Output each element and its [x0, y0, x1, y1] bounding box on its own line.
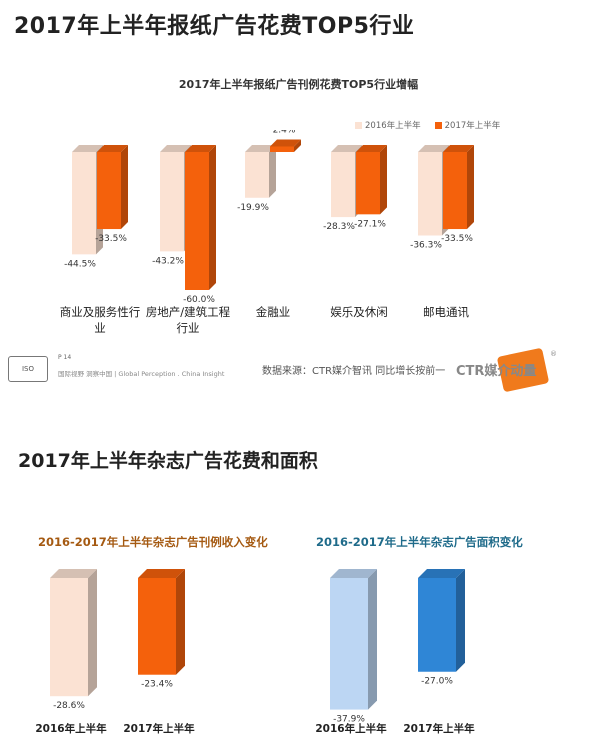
category-label-2-0: 金融业: [256, 305, 291, 319]
bar-2017-4-side: [467, 145, 474, 230]
mag-area-bar-1: [418, 578, 456, 672]
brand-slogan: 国际视野 洞察中国 | Global Perception . China In…: [58, 370, 225, 378]
data-label-2017-4: -33.5%: [441, 234, 473, 244]
footer-bar: ISO P 14 国际视野 洞察中国 | Global Perception .…: [0, 347, 597, 393]
chart-title-mag-revenue: 2016-2017年上半年杂志广告刊例收入变化: [38, 535, 268, 549]
data-label-2017-3: -27.1%: [354, 219, 386, 229]
chart-legend: 2016年上半年 2017年上半年: [355, 119, 500, 131]
data-label-2016-1: -43.2%: [152, 256, 184, 266]
mag-revenue-category-label-0: 2016年上半年: [35, 722, 107, 735]
data-label-2017-0: -33.5%: [95, 234, 127, 244]
mag-area-bar-1-side: [456, 569, 465, 672]
category-label-0-0: 商业及服务性行: [60, 305, 141, 319]
bar-2016-0: [72, 152, 96, 255]
mag-area-bar-1-top: [418, 569, 465, 578]
mag-revenue-bar-1-top: [138, 569, 185, 578]
mag-area-bar-0-top: [330, 569, 377, 578]
data-label-2016-4: -36.3%: [410, 240, 442, 250]
legend-swatch-2017: [434, 121, 442, 129]
bar-2017-1-side: [209, 145, 216, 290]
page-number: P 14: [58, 354, 72, 361]
bar-2017-1-top: [185, 145, 216, 152]
chart-title-newspaper: 2017年上半年报纸广告刊例花费TOP5行业增幅: [178, 78, 419, 91]
bar-2016-0-top: [72, 145, 103, 152]
mag-area-bar-0: [330, 578, 368, 710]
mag-revenue-bar-1: [138, 578, 176, 675]
mag-area-category-label-0: 2016年上半年: [315, 722, 387, 735]
legend-swatch-2016: [355, 121, 362, 129]
category-label-4-0: 邮电通讯: [423, 305, 469, 319]
bar-2016-3-top: [331, 145, 362, 152]
bar-2017-3-side: [380, 145, 387, 215]
bar-2017-0-side: [121, 145, 128, 230]
bar-2017-3: [356, 152, 380, 215]
bar-2017-3-top: [356, 145, 387, 152]
mag-area-data-label-1: -27.0%: [421, 677, 453, 687]
bar-2017-0-top: [97, 145, 128, 152]
category-label-0-1: 业: [94, 321, 106, 335]
mag-revenue-data-label-1: -23.4%: [141, 680, 173, 690]
page-heading-magazine: 2017年上半年杂志广告花费和面积: [18, 450, 318, 472]
data-label-2016-3: -28.3%: [323, 222, 355, 232]
bar-2016-2: [245, 152, 269, 198]
data-label-2016-2: -19.9%: [237, 203, 269, 213]
mag-revenue-data-label-0: -28.6%: [53, 701, 85, 711]
bar-2016-1: [160, 152, 184, 252]
watermark-text: CTR媒介动量: [456, 364, 537, 379]
mag-revenue-bar-0-side: [88, 569, 97, 697]
category-label-3-0: 娱乐及休闲: [330, 305, 388, 319]
bar-2016-1-top: [160, 145, 191, 152]
mag-revenue-bar-0-top: [50, 569, 97, 578]
mag-area-data-label-0: -37.9%: [333, 715, 365, 725]
mag-area-bar-0-side: [368, 569, 377, 710]
bar-2017-0: [97, 152, 121, 230]
bar-2017-2-side: [294, 139, 301, 152]
magazine-revenue-bar-chart: -28.6% 2016年上半年 -23.4% 2017年上半年: [35, 569, 195, 735]
data-label-2016-0: -44.5%: [64, 259, 96, 269]
legend-label-2016: 2016年上半年: [365, 121, 421, 131]
iso-logo: ISO: [8, 356, 48, 382]
bar-2016-3: [331, 152, 355, 218]
bar-2017-2: [270, 146, 294, 152]
chart-title-mag-area: 2016-2017年上半年杂志广告面积变化: [316, 535, 523, 549]
magazine-area-bar-chart: -37.9%2016年上半年 -27.0% 2017年上半年: [315, 569, 475, 735]
bar-2016-4-top: [418, 145, 449, 152]
legend-item-2017: 2017年上半年: [434, 119, 501, 131]
bar-2016-4: [418, 152, 442, 236]
bar-2017-1: [185, 152, 209, 290]
bar-2016-2-side: [269, 145, 276, 198]
mag-revenue-bar-1-side: [176, 569, 185, 675]
legend-label-2017: 2017年上半年: [444, 121, 501, 131]
data-source-text: 数据来源：CTR媒介智讯 同比增长按前一: [262, 366, 446, 377]
data-label-2017-2: 2.4%: [273, 130, 296, 135]
mag-revenue-bar-0: [50, 578, 88, 697]
bar-2017-4-top: [443, 145, 474, 152]
category-label-1-0: 房地产/建筑工程: [146, 305, 231, 319]
bar-2016-2-top: [245, 145, 276, 152]
bar-2017-4: [443, 152, 467, 230]
bar-2017-2-top: [270, 139, 301, 147]
page-heading-newspaper: 2017年上半年报纸广告花费TOP5行业: [14, 14, 415, 39]
mag-area-category-label-1: 2017年上半年: [403, 722, 475, 735]
mag-revenue-category-label-1: 2017年上半年: [123, 722, 195, 735]
data-label-2017-1: -60.0%: [183, 295, 215, 305]
registered-mark: ®: [550, 350, 557, 358]
legend-item-2016: 2016年上半年: [355, 119, 421, 131]
category-label-1-1: 行业: [177, 321, 200, 335]
